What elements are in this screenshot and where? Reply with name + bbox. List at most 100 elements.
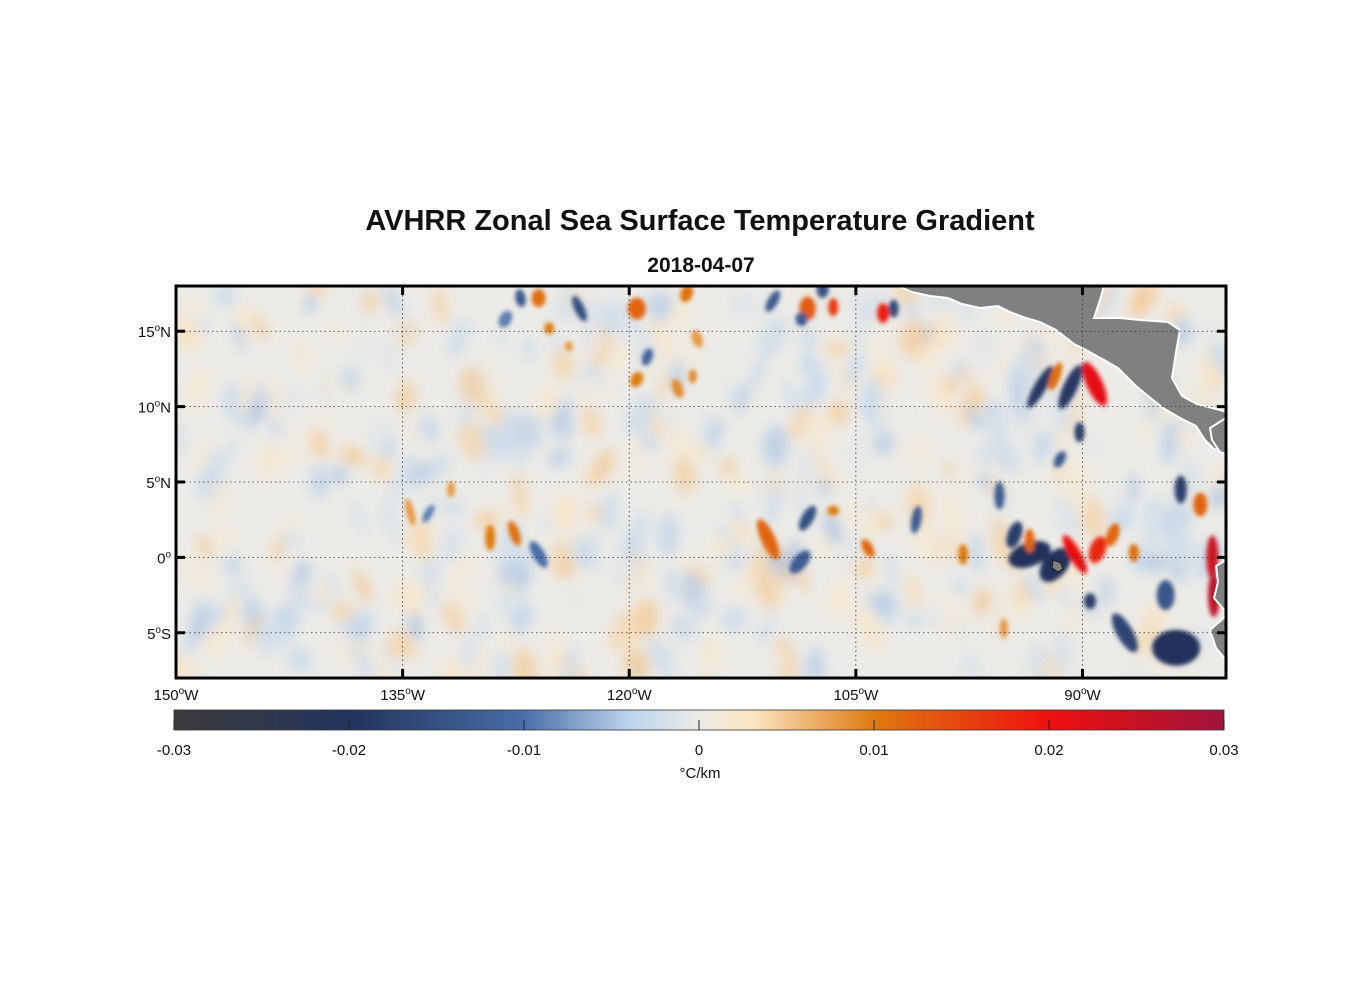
gradient-texture-blob bbox=[814, 452, 837, 491]
gradient-texture-blob bbox=[803, 369, 828, 408]
gradient-feature-blob bbox=[680, 286, 694, 303]
gradient-texture-blob bbox=[923, 607, 939, 626]
gradient-texture-blob bbox=[286, 648, 310, 670]
gradient-texture-blob bbox=[319, 496, 335, 542]
gradient-texture-blob bbox=[396, 381, 416, 413]
gradient-texture-blob bbox=[388, 473, 406, 503]
gradient-feature-blob bbox=[627, 297, 646, 320]
gradient-texture-blob bbox=[1126, 659, 1142, 678]
gradient-texture-blob bbox=[314, 583, 331, 604]
gradient-texture-blob bbox=[797, 328, 818, 349]
sst-gradient-field bbox=[176, 286, 1226, 678]
gradient-texture-blob bbox=[182, 551, 212, 596]
colorbar-tick-label: -0.03 bbox=[157, 742, 191, 759]
gradient-feature-blob bbox=[828, 298, 839, 317]
gradient-texture-blob bbox=[562, 393, 572, 433]
gradient-feature-blob bbox=[531, 289, 546, 308]
colorbar-tick-label: 0.01 bbox=[859, 742, 888, 759]
gradient-texture-blob bbox=[753, 543, 772, 577]
gradient-texture-blob bbox=[438, 526, 464, 564]
gradient-feature-blob bbox=[877, 303, 890, 324]
gradient-texture-blob bbox=[510, 601, 533, 635]
gradient-feature-blob bbox=[1082, 361, 1108, 407]
gradient-texture-blob bbox=[330, 600, 355, 622]
gradient-feature-blob bbox=[1027, 366, 1054, 408]
gradient-texture-blob bbox=[762, 425, 789, 467]
gradient-texture-blob bbox=[684, 587, 711, 628]
gradient-texture-blob bbox=[383, 286, 403, 317]
gradient-texture-blob bbox=[341, 367, 358, 391]
gradient-texture-blob bbox=[1100, 286, 1118, 320]
gradient-feature-blob bbox=[1174, 475, 1187, 504]
gradient-texture-blob bbox=[309, 465, 330, 500]
gradient-feature-blob bbox=[1053, 451, 1067, 468]
gradient-texture-blob bbox=[213, 286, 237, 309]
gradient-texture-blob bbox=[591, 448, 615, 483]
colorbar-tick-label: 0.02 bbox=[1034, 742, 1063, 759]
gradient-texture-blob bbox=[609, 544, 629, 586]
gradient-texture-blob bbox=[404, 523, 432, 553]
gradient-texture-blob bbox=[411, 462, 436, 483]
gradient-texture-blob bbox=[425, 584, 439, 607]
gradient-texture-blob bbox=[720, 305, 734, 345]
gradient-texture-blob bbox=[572, 377, 595, 405]
gradient-texture-blob bbox=[378, 639, 400, 674]
gradient-texture-blob bbox=[377, 499, 404, 544]
gradient-texture-blob bbox=[559, 426, 573, 467]
gradient-texture-blob bbox=[494, 329, 510, 352]
gradient-texture-blob bbox=[648, 639, 676, 678]
gradient-texture-blob bbox=[523, 335, 535, 364]
gradient-feature-blob bbox=[1084, 593, 1096, 610]
gradient-texture-blob bbox=[646, 352, 675, 381]
gradient-texture-blob bbox=[268, 566, 288, 590]
gradient-texture-blob bbox=[838, 380, 858, 398]
longitude-label: 135oW bbox=[380, 686, 426, 704]
gradient-texture-blob bbox=[373, 335, 403, 375]
gradient-texture-blob bbox=[1158, 435, 1178, 465]
latitude-labels: 15oN 10oN 5oN 0o 5oS bbox=[138, 323, 172, 643]
gradient-texture-blob bbox=[1016, 344, 1041, 390]
gradient-texture-blob bbox=[793, 444, 813, 491]
gradient-feature-blob bbox=[507, 520, 521, 546]
gradient-feature-blob bbox=[994, 481, 1005, 510]
gradient-feature-blob bbox=[1105, 523, 1120, 547]
gradient-feature-blob bbox=[404, 498, 416, 526]
gradient-texture-blob bbox=[465, 466, 491, 501]
gradient-texture-blob bbox=[867, 590, 896, 615]
gradient-texture-blob bbox=[1103, 487, 1125, 519]
gradient-feature-blob bbox=[910, 505, 922, 534]
gradient-feature-blob bbox=[1088, 536, 1107, 564]
gradient-texture-blob bbox=[400, 416, 413, 450]
gradient-texture-blob bbox=[331, 465, 348, 485]
gradient-texture-blob bbox=[548, 449, 569, 467]
gradient-feature-blob bbox=[498, 310, 513, 328]
gradient-texture-blob bbox=[210, 530, 234, 550]
gradient-texture-blob bbox=[850, 315, 869, 360]
gradient-texture-blob bbox=[1059, 588, 1072, 606]
gradient-texture-blob bbox=[1068, 467, 1089, 515]
gradient-texture-blob bbox=[441, 658, 464, 678]
gradient-texture-blob bbox=[846, 436, 868, 471]
gradient-texture-blob bbox=[608, 608, 641, 652]
gradient-texture-blob bbox=[447, 318, 470, 359]
gradient-texture-blob bbox=[950, 472, 969, 503]
latitude-label: 5oS bbox=[147, 625, 171, 643]
gradient-texture-blob bbox=[451, 554, 471, 583]
gradient-texture-blob bbox=[908, 611, 919, 630]
gradient-texture-blob bbox=[553, 346, 574, 381]
gradient-texture-blob bbox=[685, 442, 713, 464]
gradient-texture-blob bbox=[708, 288, 717, 332]
gradient-texture-blob bbox=[402, 318, 413, 336]
gradient-texture-blob bbox=[975, 331, 998, 362]
gradient-texture-blob bbox=[179, 299, 207, 318]
gradient-texture-blob bbox=[913, 516, 939, 562]
gradient-texture-blob bbox=[905, 575, 922, 609]
gradient-texture-blob bbox=[223, 554, 243, 575]
gradient-texture-blob bbox=[350, 499, 367, 538]
gradient-feature-blob bbox=[756, 519, 780, 560]
gradient-texture-blob bbox=[176, 650, 190, 678]
gradient-texture-blob bbox=[722, 374, 739, 404]
gradient-texture-blob bbox=[828, 399, 850, 426]
gradient-texture-blob bbox=[465, 546, 481, 578]
gradient-texture-blob bbox=[538, 511, 552, 531]
